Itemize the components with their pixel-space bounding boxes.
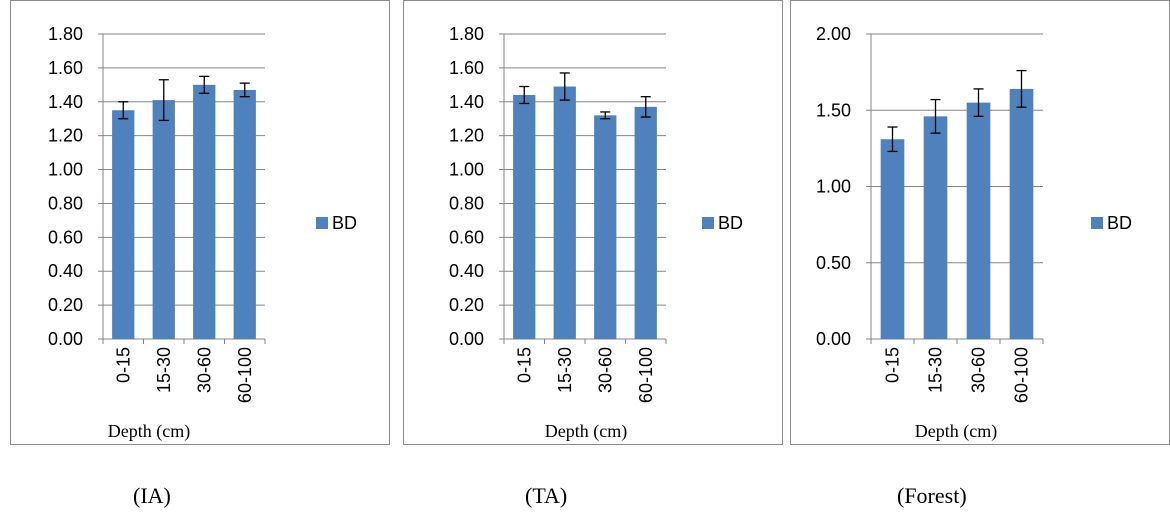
caption-ia: (IA) bbox=[133, 483, 171, 508]
y-tick-label: 1.80 bbox=[449, 24, 484, 44]
chart-ta-svg: 0.00 0.20 0.40 0.60 0.80 1.00 1.20 1.40 1.60 1.80… bbox=[449, 24, 743, 442]
legend-swatch bbox=[316, 217, 328, 229]
bar bbox=[152, 100, 175, 339]
y-tick-label: 0.20 bbox=[449, 295, 484, 315]
x-category-label: 15-30 bbox=[555, 347, 575, 393]
y-tick-label: 1.40 bbox=[48, 92, 83, 112]
y-tick-label: 1.20 bbox=[48, 126, 83, 146]
bar bbox=[594, 115, 617, 339]
x-category-label: 30-60 bbox=[969, 347, 989, 393]
chart-forest-svg: 0.00 0.50 1.00 1.50 2.00 0-15 15-30 30-60 60-100… bbox=[816, 24, 1132, 442]
y-tick-label: 0.40 bbox=[449, 261, 484, 281]
y-tick-label: 0.20 bbox=[48, 295, 83, 315]
x-axis-title: Depth (cm) bbox=[108, 421, 190, 442]
x-category-label: 30-60 bbox=[595, 347, 615, 393]
bar bbox=[1009, 88, 1034, 340]
y-tick-label: 0.60 bbox=[449, 227, 484, 247]
bar bbox=[193, 84, 216, 339]
bar bbox=[112, 110, 135, 339]
x-category-label: 0-15 bbox=[883, 347, 903, 383]
y-tick-label: 0.80 bbox=[449, 193, 484, 213]
legend-label: BD bbox=[332, 213, 357, 233]
x-category-label: 0-15 bbox=[514, 347, 534, 383]
bar bbox=[634, 106, 657, 339]
y-tick-label: 2.00 bbox=[816, 24, 851, 44]
legend-label: BD bbox=[1107, 213, 1132, 233]
y-tick-label: 1.00 bbox=[48, 160, 83, 180]
y-tick-label: 0.50 bbox=[816, 253, 851, 273]
y-tick-label: 1.80 bbox=[48, 24, 83, 44]
y-tick-label: 1.40 bbox=[449, 92, 484, 112]
legend-swatch bbox=[702, 217, 714, 229]
y-tick-label: 0.60 bbox=[48, 227, 83, 247]
y-tick-label: 1.00 bbox=[816, 177, 851, 197]
x-axis-title: Depth (cm) bbox=[545, 421, 627, 442]
y-tick-label: 0.80 bbox=[48, 193, 83, 213]
x-category-label: 15-30 bbox=[926, 347, 946, 393]
x-axis-title: Depth (cm) bbox=[915, 421, 997, 442]
chart-ia-svg: 0.00 0.20 0.40 0.60 0.80 1.00 1.20 1.40 1.60 1.80… bbox=[48, 24, 357, 442]
x-category-label: 60-100 bbox=[235, 347, 255, 403]
y-tick-label: 1.00 bbox=[449, 160, 484, 180]
bar bbox=[233, 89, 256, 340]
legend-label: BD bbox=[718, 213, 743, 233]
y-tick-label: 1.60 bbox=[48, 58, 83, 78]
caption-forest: (Forest) bbox=[897, 483, 967, 508]
caption-ta: (TA) bbox=[525, 483, 568, 508]
x-category-label: 60-100 bbox=[636, 347, 656, 403]
y-tick-label: 0.00 bbox=[449, 329, 484, 349]
bar bbox=[966, 102, 991, 339]
x-category-label: 0-15 bbox=[113, 347, 133, 383]
legend-swatch bbox=[1091, 217, 1103, 229]
bar bbox=[923, 116, 948, 339]
y-tick-label: 1.20 bbox=[449, 126, 484, 146]
x-category-label: 30-60 bbox=[194, 347, 214, 393]
bar bbox=[880, 139, 905, 339]
y-tick-label: 1.50 bbox=[816, 100, 851, 120]
bar bbox=[553, 86, 576, 340]
chart-panel-ia: 0.00 0.20 0.40 0.60 0.80 1.00 1.20 1.40 1.60 1.80… bbox=[10, 0, 390, 445]
y-tick-label: 0.40 bbox=[48, 261, 83, 281]
bar bbox=[513, 95, 536, 339]
y-tick-label: 1.60 bbox=[449, 58, 484, 78]
y-tick-label: 0.00 bbox=[816, 329, 851, 349]
chart-panel-ta: 0.00 0.20 0.40 0.60 0.80 1.00 1.20 1.40 1.60 1.80… bbox=[403, 0, 783, 445]
x-category-label: 60-100 bbox=[1012, 347, 1032, 403]
x-category-label: 15-30 bbox=[154, 347, 174, 393]
y-tick-label: 0.00 bbox=[48, 329, 83, 349]
chart-panel-forest: 0.00 0.50 1.00 1.50 2.00 0-15 15-30 30-60 60-100… bbox=[790, 0, 1170, 445]
